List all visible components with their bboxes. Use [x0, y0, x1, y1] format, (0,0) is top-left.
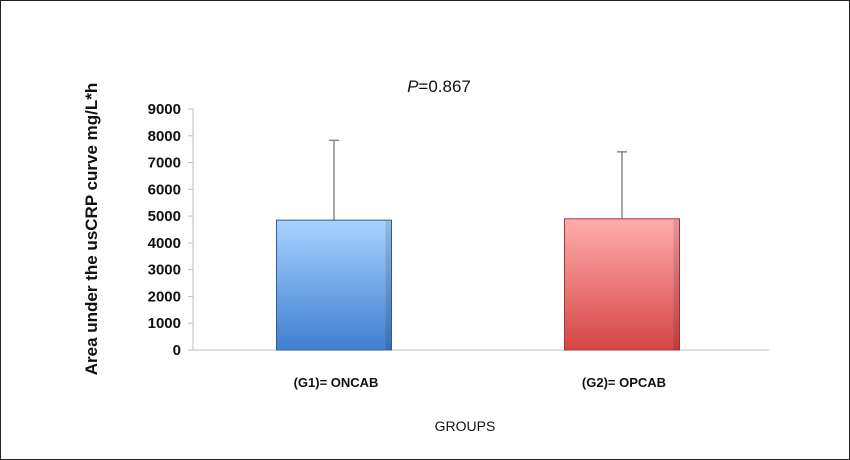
- x-tick-label: (G1)= ONCAB: [294, 375, 379, 390]
- bar-edge-shade: [385, 221, 392, 350]
- y-tick-label: 2000: [148, 288, 181, 305]
- y-tick-label: 1000: [148, 315, 181, 332]
- y-tick-label: 9000: [148, 101, 181, 118]
- bar-g2-opcab: [564, 218, 680, 351]
- y-tick-label: 8000: [148, 128, 181, 145]
- y-tick-label: 3000: [148, 262, 181, 279]
- bars: [276, 139, 680, 351]
- chart-title-p: P: [407, 77, 419, 96]
- y-tick-label: 7000: [148, 155, 181, 172]
- x-tick-labels: (G1)= ONCAB (G2)= OPCAB: [294, 375, 667, 390]
- bar-g1-oncab: [276, 219, 392, 351]
- bar-edge-shade: [673, 219, 680, 350]
- y-tick-label: 0: [173, 342, 181, 359]
- y-tick-label: 4000: [148, 235, 181, 252]
- x-axis-label: GROUPS: [435, 418, 496, 434]
- y-axis-label: Area under the usCRP curve mg/L*h: [82, 83, 101, 376]
- chart-title: P=0.867: [407, 77, 471, 96]
- y-ticks: 0 1000 2000 3000 4000 5000 6000 7000 8000 9000: [148, 101, 193, 359]
- x-tick-label: (G2)= OPCAB: [582, 375, 666, 390]
- chart-title-value: =0.867: [418, 77, 470, 96]
- y-tick-label: 6000: [148, 181, 181, 198]
- y-tick-label: 5000: [148, 208, 181, 225]
